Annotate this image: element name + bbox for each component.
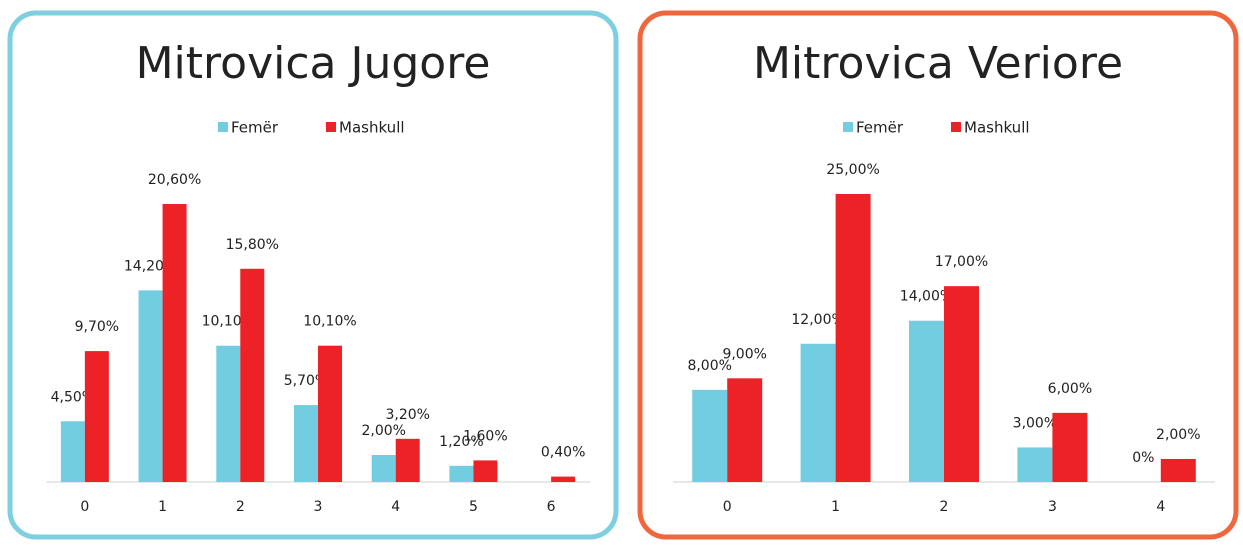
bar <box>318 345 342 482</box>
bar <box>240 268 265 482</box>
legend-swatch <box>326 122 336 132</box>
legend-swatch <box>843 122 853 132</box>
legend-swatch <box>218 122 228 132</box>
value-label: 0,40% <box>541 445 585 461</box>
panel-border <box>7 10 619 540</box>
legend-label: Mashkull <box>339 119 405 137</box>
bar <box>473 460 498 482</box>
bar <box>727 378 763 482</box>
bar <box>551 476 576 482</box>
value-label: 2,00% <box>361 423 405 439</box>
bar <box>800 343 836 482</box>
bar <box>1160 458 1196 482</box>
value-label: 8,00% <box>687 358 731 374</box>
value-label: 9,00% <box>722 346 766 362</box>
value-label: 20,60% <box>148 172 201 188</box>
bar <box>371 455 396 482</box>
category-label: 0 <box>80 499 89 515</box>
value-label: 9,70% <box>75 319 119 335</box>
panel-border <box>637 10 1239 540</box>
bar <box>294 405 318 482</box>
value-label: 17,00% <box>935 254 988 270</box>
bar <box>216 345 241 482</box>
category-label: 1 <box>158 499 167 515</box>
legend-swatch <box>951 122 961 132</box>
value-label: 1,20% <box>439 434 483 450</box>
bar <box>138 290 163 482</box>
bar <box>1052 412 1088 482</box>
value-label: 2,00% <box>1156 427 1200 443</box>
value-label: 1,60% <box>463 428 507 444</box>
category-label: 2 <box>236 499 245 515</box>
legend-label: Mashkull <box>964 119 1030 137</box>
category-label: 5 <box>469 499 478 515</box>
category-label: 0 <box>723 499 732 515</box>
bar <box>162 204 187 482</box>
bar <box>60 421 85 482</box>
value-label: 4,50% <box>51 389 95 405</box>
value-label: 10,10% <box>303 314 356 330</box>
value-label: 25,00% <box>826 162 879 178</box>
chart-title: Mitrovica Veriore <box>753 38 1123 89</box>
bar <box>84 351 109 482</box>
category-label: 2 <box>940 499 949 515</box>
legend-label: Femër <box>856 119 904 137</box>
category-label: 6 <box>547 499 556 515</box>
category-label: 3 <box>314 499 323 515</box>
value-label: 15,80% <box>226 237 279 253</box>
value-label: 6,00% <box>1048 381 1092 397</box>
value-label: 14,00% <box>900 289 953 305</box>
bar <box>835 194 871 482</box>
bar <box>909 320 944 482</box>
category-label: 1 <box>831 499 840 515</box>
bar <box>449 465 474 482</box>
bar <box>395 438 420 482</box>
bar <box>1017 447 1053 482</box>
value-label: 0% <box>1132 450 1154 466</box>
category-label: 3 <box>1048 499 1057 515</box>
value-label: 3,00% <box>1013 415 1057 431</box>
chart-title: Mitrovica Jugore <box>136 38 491 89</box>
category-label: 4 <box>1156 499 1165 515</box>
category-label: 4 <box>391 499 400 515</box>
bar <box>944 286 979 482</box>
value-label: 12,00% <box>791 312 844 328</box>
legend-label: Femër <box>231 119 279 137</box>
value-label: 3,20% <box>385 407 429 423</box>
value-label: 5,70% <box>284 373 328 389</box>
bar <box>692 389 728 482</box>
